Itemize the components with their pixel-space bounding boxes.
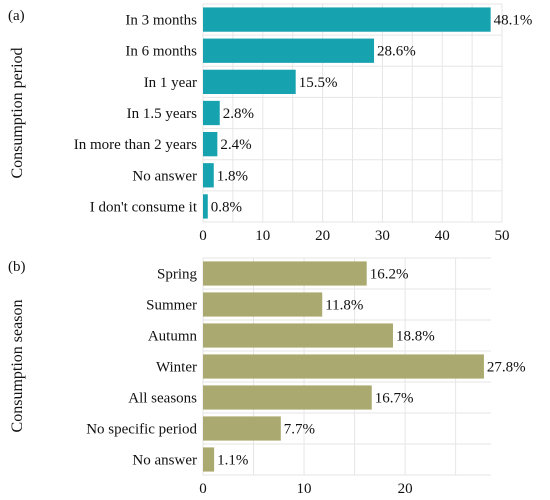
bar	[203, 292, 323, 317]
bar	[203, 323, 393, 348]
value-label: 2.8%	[223, 106, 254, 122]
panel-b-ticks: 0 10 20	[199, 481, 412, 497]
value-label: 1.8%	[217, 168, 248, 184]
category-label: In 1 year	[144, 75, 197, 91]
x-tick-label: 20	[315, 228, 330, 244]
category-label: No answer	[132, 453, 197, 469]
bar	[203, 163, 214, 188]
value-label: 16.7%	[375, 391, 414, 407]
panel-b-ylabel: Consumption season	[9, 300, 26, 433]
value-label: 11.8%	[325, 298, 363, 314]
category-label: No answer	[132, 168, 197, 184]
panel-a-bars: In 3 months 48.1% In 6 months 28.6% In 1 yea…	[74, 7, 533, 219]
bar	[203, 38, 375, 63]
x-tick-label: 10	[297, 481, 312, 497]
value-label: 0.8%	[211, 199, 242, 215]
category-label: In 3 months	[125, 13, 197, 29]
value-label: 2.4%	[220, 137, 251, 153]
category-label: No specific period	[86, 422, 197, 438]
bar	[203, 416, 281, 441]
value-label: 16.2%	[370, 267, 409, 283]
panel-a-label: (a)	[8, 8, 25, 24]
bar	[203, 261, 367, 286]
value-label: 1.1%	[217, 453, 248, 469]
bar	[203, 69, 296, 95]
x-tick-label: 40	[435, 228, 450, 244]
panel-b-bars: Spring 16.2% Summer 11.8% Autumn 18.8% Winter 2…	[86, 261, 526, 472]
panel-b-label: (b)	[8, 259, 26, 275]
bar	[203, 100, 220, 126]
x-tick-label: 0	[199, 481, 207, 497]
x-tick-label: 30	[375, 228, 390, 244]
value-label: 15.5%	[299, 75, 338, 91]
category-label: In 1.5 years	[127, 106, 198, 122]
panel-a-ylabel: Consumption period	[9, 47, 26, 178]
bar	[203, 131, 218, 157]
panel-a-ticks: 0 10 20 30 40 50	[199, 228, 509, 244]
value-label: 18.8%	[396, 329, 435, 345]
category-label: Winter	[156, 360, 197, 376]
category-label: In 6 months	[125, 44, 197, 60]
bar	[203, 385, 372, 410]
bar	[203, 194, 208, 219]
panel-b: (b) Consumption season Spring 16.2% Summer…	[8, 257, 526, 497]
value-label: 7.7%	[284, 422, 315, 438]
category-label: In more than 2 years	[74, 137, 197, 153]
bar	[203, 354, 484, 379]
x-tick-label: 10	[255, 228, 270, 244]
value-label: 48.1%	[494, 13, 533, 29]
value-label: 28.6%	[377, 44, 416, 60]
value-label: 27.8%	[487, 360, 526, 376]
x-tick-label: 50	[495, 228, 510, 244]
x-tick-label: 20	[398, 481, 413, 497]
bar	[203, 7, 491, 32]
category-label: Summer	[146, 298, 197, 314]
category-label: Spring	[157, 267, 198, 283]
category-label: All seasons	[128, 391, 197, 407]
bar	[203, 447, 215, 472]
panel-a: (a) Consumption period In 3 months 48.1%I…	[8, 3, 533, 244]
x-tick-label: 0	[199, 228, 207, 244]
category-label: I don't consume it	[90, 199, 198, 215]
category-label: Autumn	[148, 329, 198, 345]
